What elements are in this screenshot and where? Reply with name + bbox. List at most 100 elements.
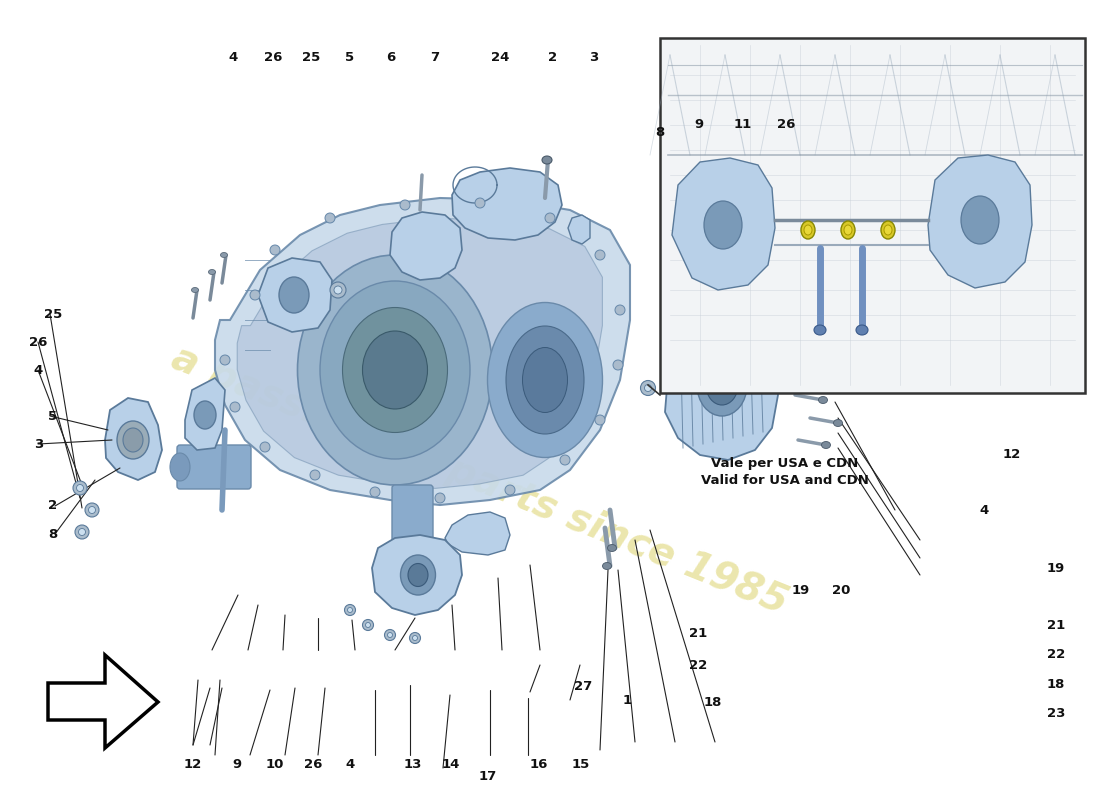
FancyBboxPatch shape <box>177 445 251 489</box>
Polygon shape <box>185 378 226 450</box>
Polygon shape <box>214 198 630 505</box>
Ellipse shape <box>613 360 623 370</box>
Text: 3: 3 <box>34 438 43 450</box>
Text: 8: 8 <box>656 126 664 138</box>
Ellipse shape <box>344 605 355 615</box>
Ellipse shape <box>387 633 393 638</box>
Polygon shape <box>928 155 1032 288</box>
Ellipse shape <box>603 562 612 570</box>
Text: 3: 3 <box>590 51 598 64</box>
Ellipse shape <box>370 487 379 497</box>
Text: 13: 13 <box>404 758 421 770</box>
Text: 9: 9 <box>232 758 241 770</box>
Text: 17: 17 <box>478 770 496 782</box>
Text: Vale per USA e CDN
Valid for USA and CDN: Vale per USA e CDN Valid for USA and CDN <box>701 457 869 487</box>
Text: 4: 4 <box>229 51 238 64</box>
Ellipse shape <box>209 270 216 274</box>
Text: 26: 26 <box>778 118 795 130</box>
Ellipse shape <box>408 563 428 586</box>
Ellipse shape <box>704 201 742 249</box>
Text: 5: 5 <box>48 410 57 422</box>
Polygon shape <box>238 218 603 488</box>
Polygon shape <box>372 535 462 615</box>
Ellipse shape <box>615 305 625 315</box>
Polygon shape <box>390 212 462 280</box>
Ellipse shape <box>250 290 260 300</box>
Ellipse shape <box>818 397 827 403</box>
Text: a passion for parts since 1985: a passion for parts since 1985 <box>166 338 793 622</box>
Ellipse shape <box>365 622 371 627</box>
Ellipse shape <box>645 385 651 391</box>
Ellipse shape <box>220 253 228 258</box>
Ellipse shape <box>884 225 892 235</box>
Text: 7: 7 <box>430 51 439 64</box>
Ellipse shape <box>706 365 738 405</box>
Text: 4: 4 <box>345 758 354 770</box>
Text: 14: 14 <box>442 758 460 770</box>
Ellipse shape <box>230 402 240 412</box>
Ellipse shape <box>279 277 309 313</box>
Ellipse shape <box>363 331 428 409</box>
Ellipse shape <box>75 525 89 539</box>
Ellipse shape <box>881 221 895 239</box>
Text: 6: 6 <box>386 51 395 64</box>
Text: 2: 2 <box>48 499 57 512</box>
Text: 16: 16 <box>530 758 548 770</box>
Ellipse shape <box>856 325 868 335</box>
Text: 11: 11 <box>734 118 751 130</box>
Text: 22: 22 <box>1047 648 1065 661</box>
Ellipse shape <box>842 221 855 239</box>
Ellipse shape <box>88 506 96 514</box>
Ellipse shape <box>595 415 605 425</box>
Text: 5: 5 <box>345 51 354 64</box>
Ellipse shape <box>170 453 190 481</box>
Ellipse shape <box>85 503 99 517</box>
Polygon shape <box>104 398 162 480</box>
Ellipse shape <box>77 485 84 491</box>
Ellipse shape <box>324 213 336 223</box>
FancyBboxPatch shape <box>392 485 433 551</box>
Ellipse shape <box>117 421 148 459</box>
Ellipse shape <box>487 302 603 458</box>
Text: 9: 9 <box>694 118 703 130</box>
Ellipse shape <box>297 255 493 485</box>
Ellipse shape <box>220 355 230 365</box>
Text: 20: 20 <box>833 584 850 597</box>
Text: 12: 12 <box>1003 448 1021 461</box>
Text: 27: 27 <box>574 680 592 693</box>
Ellipse shape <box>505 485 515 495</box>
Polygon shape <box>452 168 562 240</box>
Ellipse shape <box>844 225 852 235</box>
Ellipse shape <box>640 381 656 395</box>
Text: 19: 19 <box>1047 562 1065 574</box>
Polygon shape <box>666 308 778 460</box>
Ellipse shape <box>320 281 470 459</box>
Ellipse shape <box>834 419 843 426</box>
Text: 26: 26 <box>305 758 322 770</box>
Text: 21: 21 <box>690 627 707 640</box>
Ellipse shape <box>804 225 812 235</box>
Text: 18: 18 <box>704 696 722 709</box>
Text: 24: 24 <box>492 51 509 64</box>
Ellipse shape <box>260 442 270 452</box>
Ellipse shape <box>544 213 556 223</box>
Ellipse shape <box>697 354 747 416</box>
Text: 8: 8 <box>48 528 57 541</box>
Ellipse shape <box>814 325 826 335</box>
Text: 4: 4 <box>980 504 989 517</box>
Ellipse shape <box>607 545 616 551</box>
Ellipse shape <box>78 529 86 535</box>
Text: 21: 21 <box>1047 619 1065 632</box>
Text: 26: 26 <box>264 51 282 64</box>
Bar <box>660 38 1085 393</box>
Text: 1: 1 <box>623 694 631 706</box>
Ellipse shape <box>801 221 815 239</box>
Polygon shape <box>568 215 590 244</box>
Text: 25: 25 <box>44 308 62 321</box>
Ellipse shape <box>310 470 320 480</box>
Ellipse shape <box>385 630 396 641</box>
Text: 18: 18 <box>1047 678 1065 690</box>
Text: 26: 26 <box>30 336 47 349</box>
Ellipse shape <box>434 493 446 503</box>
Ellipse shape <box>363 619 374 630</box>
